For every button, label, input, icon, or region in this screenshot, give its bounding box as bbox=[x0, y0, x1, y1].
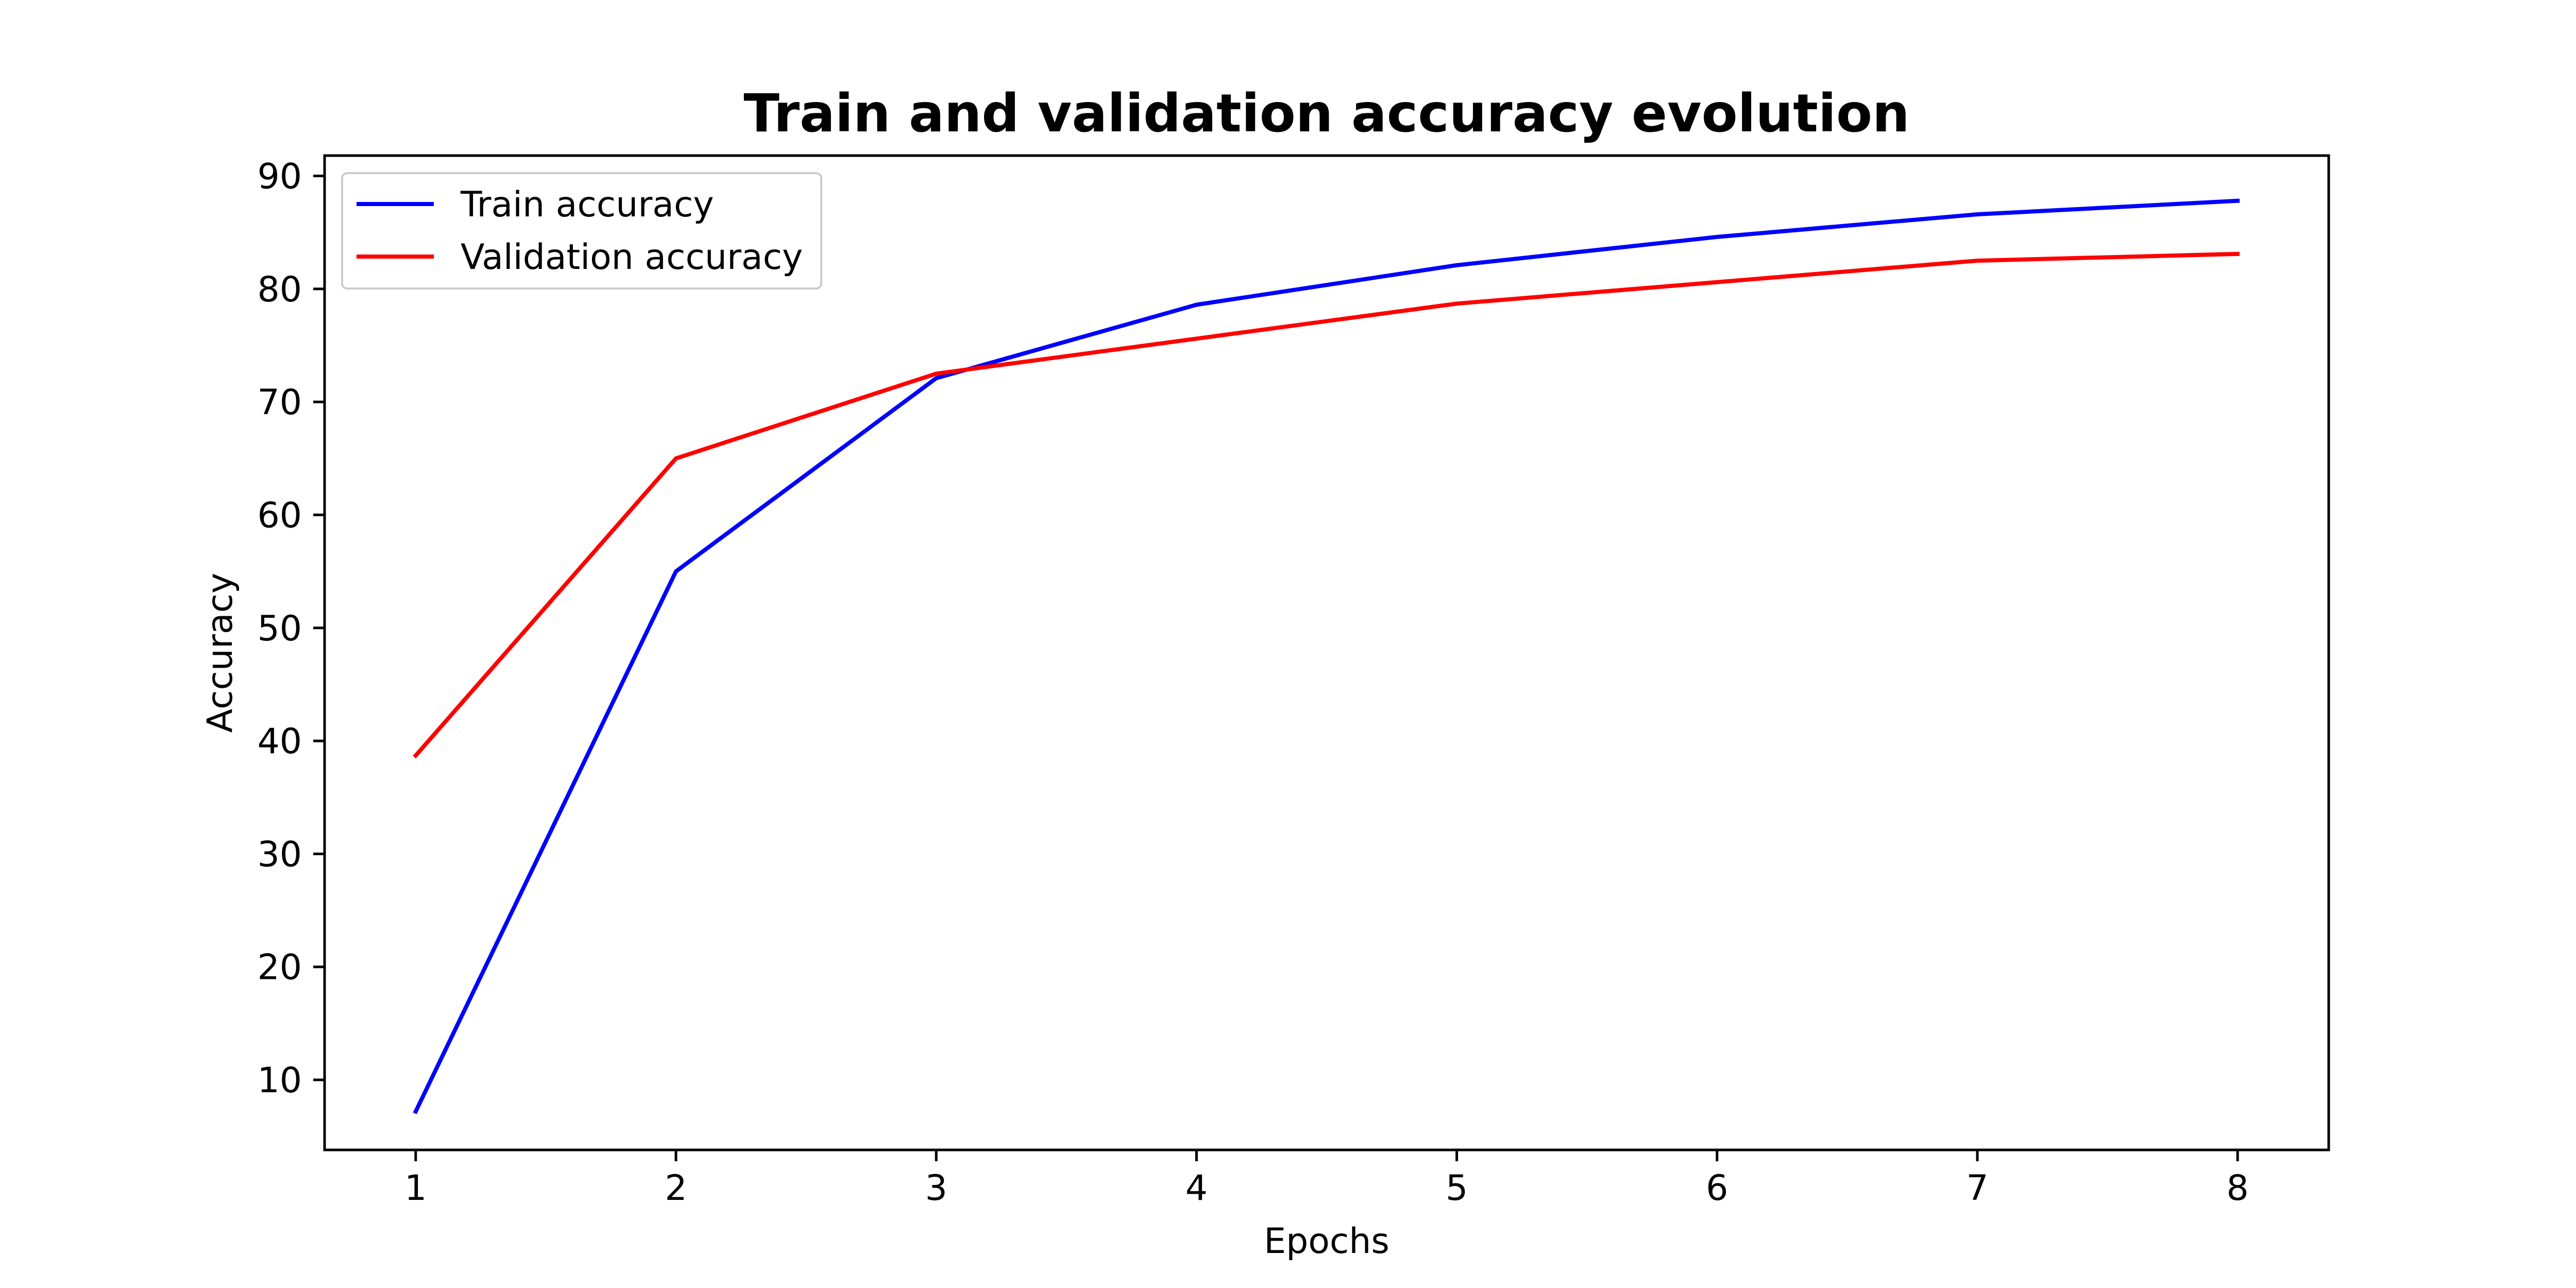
y-tick-label: 50 bbox=[257, 608, 302, 649]
y-axis-ticks: 10 20 30 40 50 60 70 80 90 bbox=[257, 156, 325, 1101]
legend-label-0: Train accuracy bbox=[460, 184, 714, 225]
series-line-1 bbox=[413, 251, 2240, 759]
y-tick-label: 10 bbox=[257, 1060, 302, 1101]
legend-box bbox=[341, 172, 822, 290]
y-axis-label: Accuracy bbox=[200, 573, 241, 733]
x-tick-label: 5 bbox=[1446, 1168, 1468, 1209]
x-tick-label: 4 bbox=[1185, 1168, 1208, 1209]
series-lines bbox=[413, 198, 2240, 1114]
y-tick-label: 60 bbox=[257, 495, 302, 536]
x-tick-label: 1 bbox=[404, 1168, 427, 1209]
x-tick-label: 2 bbox=[665, 1168, 687, 1209]
series-line-0 bbox=[413, 198, 2240, 1114]
x-tick-label: 3 bbox=[925, 1168, 947, 1209]
x-axis-ticks: 1 2 3 4 5 6 7 8 bbox=[404, 1150, 2249, 1209]
x-tick-label: 6 bbox=[1706, 1168, 1728, 1209]
plot-area-frame bbox=[323, 154, 2330, 1151]
x-axis-label: Epochs bbox=[1264, 1221, 1389, 1262]
legend: Train accuracy Validation accuracy bbox=[341, 172, 822, 290]
x-tick-label: 8 bbox=[2227, 1168, 2249, 1209]
y-tick-label: 90 bbox=[257, 156, 302, 197]
x-tick-label: 7 bbox=[1966, 1168, 1988, 1209]
y-tick-label: 70 bbox=[257, 382, 302, 423]
chart-title: Train and validation accuracy evolution bbox=[743, 83, 1909, 144]
legend-label-1: Validation accuracy bbox=[461, 237, 803, 278]
y-tick-label: 80 bbox=[257, 269, 302, 310]
y-tick-label: 20 bbox=[257, 947, 302, 988]
y-tick-label: 40 bbox=[257, 721, 302, 762]
y-tick-label: 30 bbox=[257, 834, 302, 875]
